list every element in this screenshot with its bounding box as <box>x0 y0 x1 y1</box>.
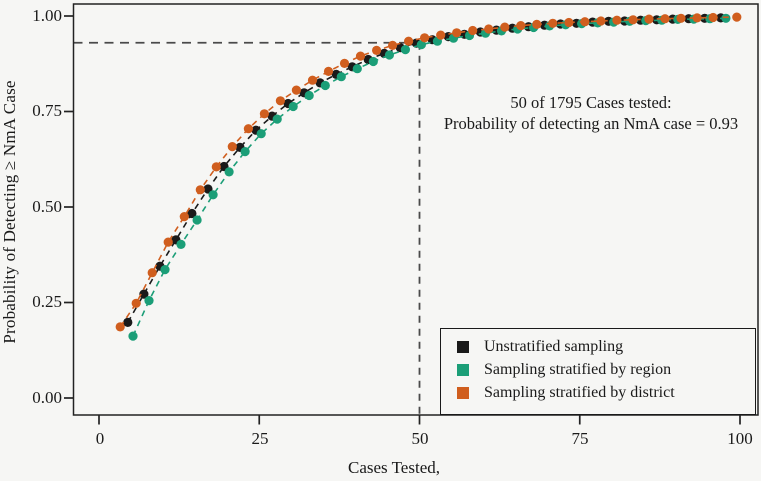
district-swatch-icon <box>457 387 469 400</box>
data-point <box>388 40 398 51</box>
y-axis-title: Probability of Detecting ≥ NmA Case <box>0 80 19 344</box>
unstratified-swatch-icon <box>457 341 469 354</box>
data-point <box>596 16 606 26</box>
legend-item-unstratified: Unstratified sampling <box>457 338 755 356</box>
data-point <box>160 265 170 275</box>
data-point <box>240 147 250 157</box>
data-point <box>400 45 410 55</box>
data-point <box>612 15 622 25</box>
data-point <box>660 14 670 24</box>
data-point <box>192 215 202 225</box>
data-point <box>384 50 394 60</box>
data-point <box>259 109 269 119</box>
series-sampling-stratified-by-district <box>115 12 742 332</box>
data-point <box>548 18 558 28</box>
data-point <box>452 28 462 38</box>
x-tick-label: 100 <box>727 429 753 448</box>
data-point <box>176 239 186 249</box>
data-point <box>272 114 282 124</box>
region-swatch-icon <box>457 364 469 377</box>
data-point <box>163 237 173 247</box>
data-point <box>676 13 686 23</box>
data-point <box>339 58 350 68</box>
data-point <box>304 90 314 101</box>
data-point <box>323 66 334 76</box>
data-point <box>368 56 378 67</box>
series-trend-line <box>132 17 726 337</box>
data-point <box>692 13 702 23</box>
y-tick-label: 0.75 <box>32 101 62 120</box>
plot-border <box>72 3 759 416</box>
annotation: 50 of 1795 Cases tested: Probability of … <box>444 92 738 134</box>
data-point <box>352 64 362 74</box>
data-point <box>179 212 189 222</box>
data-point <box>208 190 218 200</box>
data-point <box>484 24 494 34</box>
y-tick-label: 0.00 <box>32 388 62 407</box>
data-point <box>732 12 742 22</box>
data-point <box>516 21 526 31</box>
data-point <box>227 142 237 152</box>
data-point <box>131 298 141 308</box>
data-point <box>628 15 638 25</box>
data-point <box>580 17 590 27</box>
data-point <box>288 101 298 112</box>
x-tick-label: 25 <box>251 429 269 448</box>
data-point <box>644 14 654 24</box>
data-point <box>355 51 366 61</box>
data-point <box>147 268 157 278</box>
legend: Unstratified sampling Sampling stratifie… <box>440 328 756 415</box>
legend-item-region: Sampling stratified by region <box>457 361 755 379</box>
data-point <box>187 208 197 219</box>
data-point <box>139 289 149 299</box>
annotation-line-2: Probability of detecting an NmA case = 0… <box>443 114 739 133</box>
data-point <box>275 96 285 106</box>
legend-label: Unstratified sampling <box>484 338 624 356</box>
data-point <box>291 85 301 95</box>
y-tick-label: 0.50 <box>32 197 62 216</box>
data-point <box>307 75 318 85</box>
y-tick-label: 0.25 <box>32 292 62 311</box>
data-point <box>211 162 221 172</box>
data-point <box>243 124 253 134</box>
x-tick-label: 50 <box>411 429 429 448</box>
annotation-line-1: 50 of 1795 Cases tested: <box>510 93 672 112</box>
data-point <box>320 80 330 91</box>
data-point <box>404 36 414 46</box>
legend-label: Sampling stratified by district <box>484 384 675 402</box>
x-axis-title: Cases Tested, <box>348 458 440 477</box>
data-point <box>468 25 478 36</box>
data-point <box>128 331 138 341</box>
legend-label: Sampling stratified by region <box>484 361 672 379</box>
data-point <box>144 296 154 306</box>
data-point <box>115 322 125 332</box>
legend-item-district: Sampling stratified by district <box>457 384 755 402</box>
axis-ticks <box>64 15 741 425</box>
series-trend-line <box>119 16 737 328</box>
data-point <box>336 72 346 82</box>
data-point <box>224 167 234 177</box>
series-sampling-stratified-by-region <box>128 13 731 341</box>
x-tick-label: 0 <box>95 429 105 448</box>
y-tick-label: 1.00 <box>32 6 62 25</box>
data-point <box>195 185 205 195</box>
data-point <box>708 12 718 23</box>
data-point <box>721 13 731 23</box>
data-point <box>532 19 542 29</box>
reference-lines <box>73 41 421 415</box>
data-point <box>436 30 446 40</box>
data-point <box>256 129 266 139</box>
data-point <box>372 45 382 56</box>
data-point <box>123 317 133 327</box>
data-point <box>500 22 510 32</box>
x-tick-label: 75 <box>571 429 589 448</box>
data-point <box>420 33 430 43</box>
data-point <box>564 17 574 28</box>
